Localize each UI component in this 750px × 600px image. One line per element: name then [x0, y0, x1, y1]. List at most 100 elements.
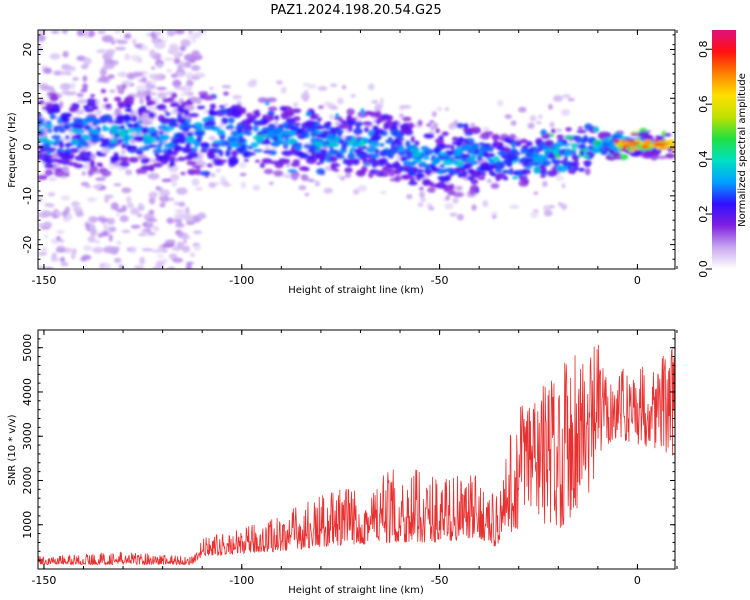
spectrogram-cell	[173, 52, 181, 59]
figure-title: PAZ1.2024.198.20.54.G25	[270, 3, 441, 18]
spectrogram-cell	[175, 223, 185, 228]
spectrogram-cell	[193, 140, 200, 148]
spectrogram-cell	[147, 218, 158, 223]
spectrogram-cell	[628, 142, 637, 147]
spectrogram-cell	[69, 128, 78, 133]
spectrogram-cell	[431, 111, 437, 117]
spectrogram-cell	[259, 118, 268, 126]
spectrogram-cell	[113, 183, 122, 187]
spectrogram-cell	[152, 162, 163, 168]
spectrogram-cell	[227, 117, 235, 124]
spectrogram-cell	[306, 144, 312, 149]
spectrogram-cell	[491, 134, 500, 141]
spectrogram-cell	[230, 130, 239, 136]
spectrogram-cell	[97, 216, 104, 221]
spectrogram-cell	[656, 155, 668, 160]
spectrogram-cell	[571, 154, 580, 161]
spectrogram-cell	[336, 174, 342, 178]
spectrogram-cell	[252, 184, 260, 191]
spectrogram-cell	[280, 86, 287, 94]
spectrogram-cell	[108, 234, 113, 242]
spectrogram-cell	[423, 180, 430, 185]
spectrogram-cell	[425, 163, 431, 172]
spectrogram-cell	[174, 209, 186, 214]
spectrogram-cell	[286, 111, 295, 117]
spectrogram-cell	[506, 154, 518, 162]
spectrogram-cell	[331, 142, 340, 148]
spectrogram-cell	[73, 124, 81, 129]
spectrogram-cell	[310, 152, 321, 160]
spectrogram-cell	[185, 72, 194, 80]
spectrogram-cell	[471, 126, 481, 134]
x-tick-label: -150	[31, 574, 56, 587]
spectrogram-cell	[275, 129, 281, 136]
spectrogram-cell	[308, 178, 315, 183]
spectrogram-cell	[226, 107, 236, 115]
spectrogram-cell	[203, 108, 210, 115]
spectrogram-cell	[477, 151, 483, 159]
spectrogram-cell	[65, 213, 73, 220]
spectrogram-cell	[310, 113, 320, 117]
spectrogram-cell	[302, 82, 311, 87]
spectrogram-cell	[290, 126, 298, 131]
spectrogram-cell	[194, 130, 206, 137]
spectrogram-cell	[110, 40, 116, 45]
spectrogram-cell	[533, 166, 541, 174]
spectrogram-cell	[127, 122, 134, 129]
spectrogram-cell	[60, 256, 65, 263]
spectrogram-cell	[380, 157, 388, 165]
spectrogram-cell	[445, 181, 451, 185]
spectrogram-cell	[165, 112, 171, 116]
spectrogram-cell	[179, 45, 187, 52]
spectrogram-cell	[77, 139, 87, 146]
spectrogram-cell	[123, 141, 130, 146]
spectrogram-cell	[174, 30, 185, 35]
spectrogram-cell	[38, 265, 44, 269]
spectrogram-cell	[246, 112, 253, 119]
snr-frame	[37, 329, 676, 570]
spectrogram-cell	[148, 191, 158, 199]
spectrogram-cell	[114, 257, 122, 263]
spectrogram-cell	[125, 81, 131, 87]
spectrogram-cell	[155, 186, 160, 190]
spectrogram-cell	[412, 151, 422, 157]
spectrogram-cell	[183, 109, 190, 116]
spectrogram-cell	[126, 145, 137, 149]
spectrogram-cell	[290, 162, 301, 168]
spectrogram-cell	[147, 106, 159, 110]
spectrogram-cell	[550, 146, 555, 150]
spectrogram-cell	[38, 34, 46, 42]
spectrogram-cell	[172, 79, 182, 88]
spectrogram-cell	[583, 134, 588, 143]
spectrogram-cell	[536, 121, 542, 125]
spectrogram-cell	[572, 165, 579, 171]
spectrogram-cell	[482, 126, 490, 131]
spectrogram-cell	[524, 152, 533, 158]
spectrogram-cell	[304, 120, 316, 127]
spectrogram-cell	[540, 129, 547, 136]
spectrogram-cell	[482, 200, 489, 208]
spectrogram-cell	[119, 215, 129, 223]
spectrogram-cell	[92, 184, 102, 189]
spectrogram-cell	[408, 181, 418, 186]
spectrogram-cell	[292, 116, 301, 122]
spectrogram-cell	[442, 160, 454, 166]
spectrogram-cell	[124, 53, 131, 61]
spectrogram-cell	[419, 191, 425, 198]
spectrogram-cell	[158, 131, 164, 136]
spectrogram-cell	[193, 230, 202, 235]
spectrogram-cell	[191, 178, 200, 187]
spectrogram-cell	[160, 117, 171, 124]
spectrogram-cell	[665, 153, 675, 159]
spectrogram-frame	[37, 29, 676, 270]
spectrogram-cell	[268, 181, 274, 186]
spectrogram-cell	[177, 233, 184, 237]
spectrogram-cell	[518, 106, 527, 113]
spectrogram-cell	[98, 75, 109, 82]
colorbar-tick-label: 0.8	[697, 40, 710, 58]
spectrogram-cell	[174, 86, 185, 90]
spectrogram-cell	[186, 221, 195, 226]
spectrogram-cell	[84, 184, 92, 189]
spectrogram-cell	[439, 175, 447, 183]
spectrogram-cell	[498, 163, 505, 169]
